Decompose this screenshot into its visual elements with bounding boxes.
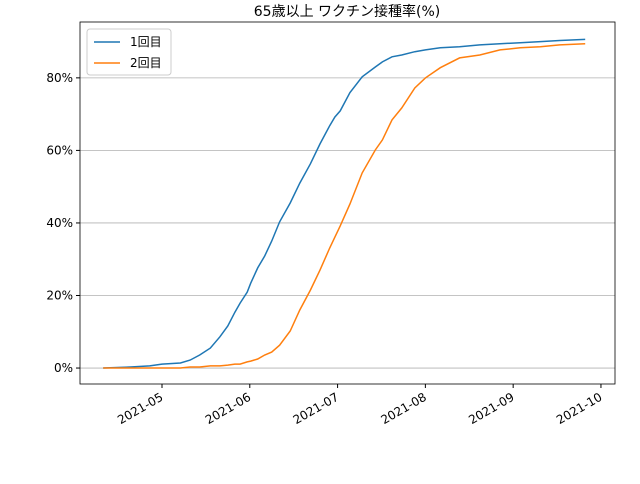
series-line bbox=[103, 43, 586, 369]
x-tick-label: 2021-10 bbox=[554, 390, 604, 427]
legend-label: 1回目 bbox=[130, 35, 162, 49]
y-tick-label: 40% bbox=[46, 216, 73, 230]
y-tick-label: 20% bbox=[46, 288, 73, 302]
x-tick-label: 2021-06 bbox=[203, 390, 253, 427]
chart-title: 65歳以上 ワクチン接種率(%) bbox=[254, 3, 441, 20]
y-tick-label: 0% bbox=[54, 361, 73, 375]
series-line bbox=[103, 38, 586, 369]
x-tick-label: 2021-07 bbox=[291, 390, 341, 427]
x-tick-label: 2021-08 bbox=[378, 390, 428, 427]
x-tick-label: 2021-09 bbox=[466, 390, 516, 427]
plot-frame bbox=[79, 21, 616, 385]
legend-label: 2回目 bbox=[130, 56, 162, 70]
y-tick-label: 60% bbox=[46, 143, 73, 157]
x-tick-label: 2021-05 bbox=[115, 390, 165, 427]
y-tick-label: 80% bbox=[46, 71, 73, 85]
